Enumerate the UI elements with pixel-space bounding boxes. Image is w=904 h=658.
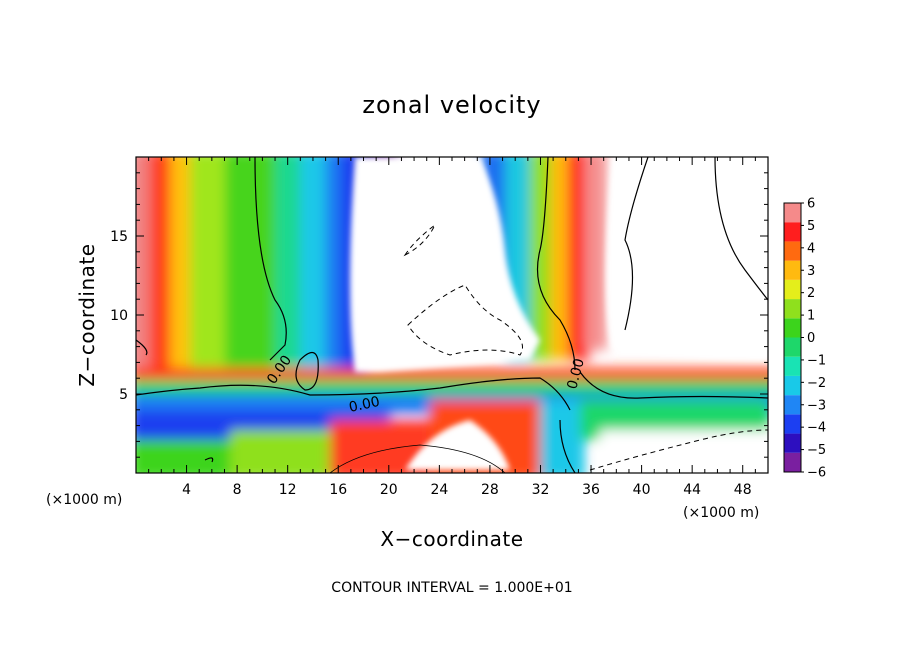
colorbar-swatch <box>784 337 801 357</box>
colorbar-swatch <box>784 414 801 434</box>
velocity-field <box>136 157 768 473</box>
x-tick-label: 32 <box>532 482 550 498</box>
colorbar-tick-label: 4 <box>807 241 815 256</box>
axis-ticks <box>136 157 768 473</box>
colorbar-swatch <box>784 279 801 300</box>
x-axis-title: X−coordinate <box>380 527 523 551</box>
x-tick-labels: 4 8 12 16 20 24 28 32 36 40 44 48 <box>182 482 752 498</box>
colorbar-swatch <box>784 356 801 376</box>
x-tick-label: 36 <box>582 482 600 498</box>
colorbar-tick-label: 2 <box>807 286 815 301</box>
colorbar-tick-label: −5 <box>807 443 826 458</box>
colorbar-swatch <box>784 318 801 338</box>
x-tick-label: 8 <box>233 482 242 498</box>
colorbar-tick-label: −4 <box>807 421 826 436</box>
x-unit-right: (×1000 m) <box>683 505 759 521</box>
colorbar <box>783 202 804 473</box>
contour-label-2: 0.00 <box>348 394 382 416</box>
y-tick-label: 15 <box>110 229 128 245</box>
y-tick-label: 10 <box>110 308 128 324</box>
colorbar-tick-label: 6 <box>807 197 815 212</box>
contour-label-3: 0.00 <box>564 357 588 391</box>
colorbar-swatch <box>784 299 801 319</box>
x-tick-label: 4 <box>182 482 191 498</box>
y-tick-label: 5 <box>119 387 128 403</box>
x-tick-label: 48 <box>734 482 752 498</box>
colorbar-swatch <box>784 260 801 280</box>
colorbar-tick-label: −3 <box>807 398 826 413</box>
colorbar-swatch <box>784 222 801 242</box>
colorbar-tick-label: 3 <box>807 264 815 279</box>
x-tick-label: 20 <box>380 482 398 498</box>
y-tick-labels: 5 10 15 <box>110 229 128 403</box>
x-tick-label: 28 <box>481 482 499 498</box>
contour-interval-note: CONTOUR INTERVAL = 1.000E+01 <box>331 580 572 596</box>
colorbar-tick-labels: 6 5 4 3 2 1 0 −1 −2 −3 −4 −5 −6 <box>807 197 826 481</box>
x-tick-label: 16 <box>329 482 347 498</box>
x-tick-label: 12 <box>279 482 297 498</box>
colorbar-swatch <box>784 452 801 472</box>
contour-lines <box>136 157 768 473</box>
colorbar-swatch <box>784 203 801 223</box>
x-tick-label: 24 <box>430 482 448 498</box>
chart-title: zonal velocity <box>362 91 541 119</box>
colorbar-swatch <box>784 375 801 396</box>
dashed-contours <box>403 224 768 471</box>
colorbar-tick-label: 1 <box>807 309 815 324</box>
colorbar-tick-label: −6 <box>807 466 826 481</box>
x-unit-left: (×1000 m) <box>46 492 122 508</box>
colorbar-tick-label: −1 <box>807 353 826 368</box>
colorbar-tick-label: −2 <box>807 376 826 391</box>
colorbar-tick-label: 0 <box>807 331 815 346</box>
x-tick-label: 44 <box>683 482 701 498</box>
x-tick-label: 40 <box>633 482 651 498</box>
colorbar-swatch <box>784 395 801 415</box>
y-axis-title: Z−coordinate <box>75 243 99 386</box>
colorbar-swatch <box>784 433 801 453</box>
colorbar-tick-label: 5 <box>807 219 815 234</box>
colorbar-swatch <box>784 241 801 261</box>
